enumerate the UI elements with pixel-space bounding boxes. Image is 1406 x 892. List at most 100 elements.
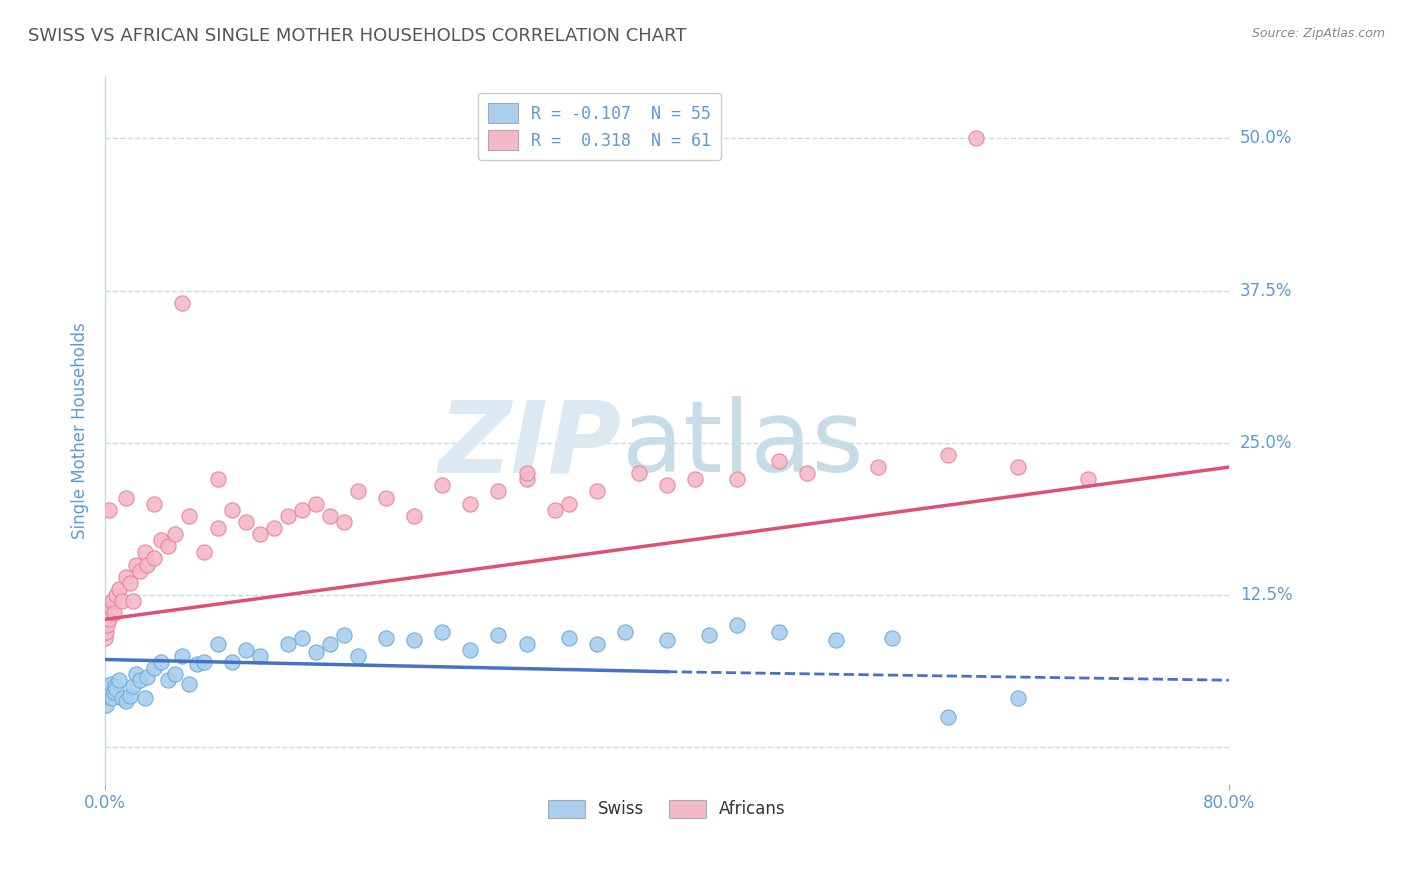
Point <box>104 679 127 693</box>
Text: 25.0%: 25.0% <box>1240 434 1292 451</box>
Point <box>207 472 229 486</box>
Point <box>249 648 271 663</box>
Point <box>193 545 215 559</box>
Point <box>277 637 299 651</box>
Point <box>186 657 208 672</box>
Point <box>683 472 706 486</box>
Point <box>125 667 148 681</box>
Point <box>221 655 243 669</box>
Point <box>432 624 454 639</box>
Point <box>172 295 194 310</box>
Point <box>235 642 257 657</box>
Point <box>768 454 790 468</box>
Point <box>333 515 356 529</box>
Point <box>277 508 299 523</box>
Point <box>96 618 118 632</box>
Point <box>697 628 720 642</box>
Point <box>516 467 538 481</box>
Point <box>101 691 124 706</box>
Point <box>179 677 201 691</box>
Point <box>333 628 356 642</box>
Point <box>557 497 579 511</box>
Point <box>103 685 125 699</box>
Point <box>965 131 987 145</box>
Point <box>96 685 118 699</box>
Point <box>516 472 538 486</box>
Point <box>108 673 131 688</box>
Point <box>143 661 166 675</box>
Point <box>150 655 173 669</box>
Point <box>105 588 128 602</box>
Point <box>120 575 142 590</box>
Point <box>143 551 166 566</box>
Point <box>291 502 314 516</box>
Point <box>94 631 117 645</box>
Point <box>115 491 138 505</box>
Point <box>98 681 121 696</box>
Point <box>100 600 122 615</box>
Point <box>115 694 138 708</box>
Point <box>375 631 398 645</box>
Point <box>880 631 903 645</box>
Point <box>136 558 159 572</box>
Point <box>263 521 285 535</box>
Point <box>375 491 398 505</box>
Point <box>460 497 482 511</box>
Point <box>179 508 201 523</box>
Point <box>134 545 156 559</box>
Point <box>122 594 145 608</box>
Point <box>115 570 138 584</box>
Point <box>157 539 180 553</box>
Point <box>432 478 454 492</box>
Text: 12.5%: 12.5% <box>1240 586 1292 604</box>
Point <box>108 582 131 596</box>
Point <box>627 467 650 481</box>
Point <box>111 594 134 608</box>
Point <box>97 679 120 693</box>
Point <box>1077 472 1099 486</box>
Point <box>98 612 121 626</box>
Point <box>404 633 426 648</box>
Point <box>172 648 194 663</box>
Point <box>725 472 748 486</box>
Point <box>585 484 607 499</box>
Point <box>347 484 370 499</box>
Y-axis label: Single Mother Households: Single Mother Households <box>72 322 89 539</box>
Point <box>725 618 748 632</box>
Point <box>105 681 128 696</box>
Point <box>165 527 187 541</box>
Point <box>655 633 678 648</box>
Point <box>1007 460 1029 475</box>
Point <box>94 691 117 706</box>
Point <box>543 502 565 516</box>
Point <box>193 655 215 669</box>
Point <box>460 642 482 657</box>
Point <box>136 669 159 683</box>
Point <box>319 508 342 523</box>
Point <box>1007 691 1029 706</box>
Point <box>585 637 607 651</box>
Text: ZIP: ZIP <box>439 396 621 493</box>
Point <box>221 502 243 516</box>
Point <box>404 508 426 523</box>
Point <box>97 606 120 620</box>
Point <box>557 631 579 645</box>
Point <box>305 645 328 659</box>
Point <box>866 460 889 475</box>
Point <box>143 497 166 511</box>
Point <box>150 533 173 548</box>
Point <box>936 448 959 462</box>
Point <box>165 667 187 681</box>
Point <box>249 527 271 541</box>
Point <box>120 689 142 703</box>
Point <box>100 677 122 691</box>
Point <box>796 467 818 481</box>
Point <box>207 637 229 651</box>
Point <box>291 631 314 645</box>
Point <box>103 606 125 620</box>
Point <box>96 689 118 703</box>
Point <box>129 564 152 578</box>
Text: 50.0%: 50.0% <box>1240 129 1292 147</box>
Text: 37.5%: 37.5% <box>1240 282 1292 300</box>
Point <box>936 710 959 724</box>
